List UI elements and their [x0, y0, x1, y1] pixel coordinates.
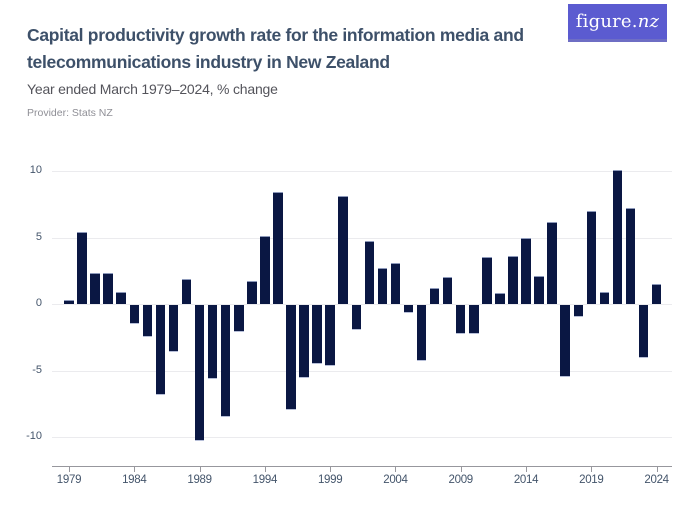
- bar-1979[interactable]: [64, 300, 74, 304]
- bar-2000[interactable]: [338, 196, 348, 304]
- bar-2012[interactable]: [495, 293, 505, 304]
- bar-1999[interactable]: [325, 305, 335, 367]
- y-axis-label-0: 0: [35, 297, 42, 309]
- x-axis-tick-2009: [460, 467, 462, 472]
- bar-1990[interactable]: [207, 305, 218, 380]
- x-axis-tick-1984: [134, 467, 136, 472]
- gridline-y--5: [52, 370, 672, 372]
- bar-2023[interactable]: [638, 305, 649, 359]
- figure-nz-logo[interactable]: figure.nz: [568, 4, 667, 42]
- bar-1995[interactable]: [273, 192, 283, 304]
- bar-1987[interactable]: [168, 305, 179, 352]
- x-axis-tick-1999: [330, 467, 332, 472]
- gridline-y-5: [52, 237, 672, 239]
- x-axis-tick-2004: [395, 467, 397, 472]
- x-axis-label-1994: 1994: [252, 474, 278, 486]
- x-axis-label-2014: 2014: [513, 474, 539, 486]
- bar-2020[interactable]: [599, 292, 610, 304]
- bar-2003[interactable]: [377, 268, 388, 304]
- x-axis-label-1979: 1979: [56, 474, 82, 486]
- gridline-y-10: [52, 171, 672, 172]
- x-axis-tick-2024: [656, 467, 658, 472]
- x-axis-label-2009: 2009: [448, 474, 474, 486]
- bar-2022[interactable]: [625, 208, 636, 304]
- bar-1982[interactable]: [103, 273, 113, 304]
- bar-1988[interactable]: [181, 278, 192, 304]
- bar-1993[interactable]: [247, 281, 257, 304]
- bar-2007[interactable]: [429, 288, 440, 304]
- bar-2019[interactable]: [586, 210, 597, 304]
- bar-2009[interactable]: [455, 305, 466, 335]
- bar-1998[interactable]: [312, 305, 322, 364]
- gridline-y-0: [52, 304, 672, 305]
- bar-2002[interactable]: [364, 241, 375, 304]
- bar-1994[interactable]: [260, 236, 270, 304]
- page-subtitle: Year ended March 1979–2024, % change: [27, 81, 278, 97]
- bar-1981[interactable]: [90, 273, 100, 304]
- x-axis-tick-1994: [264, 467, 266, 472]
- bar-1980[interactable]: [77, 232, 87, 304]
- x-axis-label-1984: 1984: [122, 474, 147, 486]
- y-axis-label-5: 5: [35, 230, 42, 243]
- bar-2021[interactable]: [612, 169, 623, 304]
- provider-label: Provider: Stats NZ: [27, 107, 113, 119]
- bar-1997[interactable]: [299, 305, 309, 379]
- bar-2015[interactable]: [534, 276, 544, 304]
- gridline-y--10: [52, 437, 672, 438]
- x-axis-tick-1979: [69, 467, 70, 472]
- x-axis-line: [52, 466, 672, 467]
- bar-1985[interactable]: [142, 305, 153, 337]
- bar-2017[interactable]: [560, 305, 570, 377]
- bar-2010[interactable]: [469, 305, 479, 335]
- bar-2013[interactable]: [508, 256, 518, 304]
- bar-2005[interactable]: [403, 305, 414, 313]
- y-axis-label--10: -10: [26, 430, 42, 442]
- bar-1991[interactable]: [220, 305, 231, 417]
- bar-2018[interactable]: [573, 305, 583, 317]
- x-axis-tick-2019: [591, 467, 593, 472]
- y-axis-label--5: -5: [32, 363, 42, 376]
- bar-2001[interactable]: [351, 305, 362, 331]
- bar-1992[interactable]: [234, 305, 244, 332]
- page-title: Capital productivity growth rate for the…: [27, 25, 524, 72]
- y-axis-label-10: 10: [29, 164, 42, 176]
- x-axis-tick-2014: [526, 467, 528, 472]
- x-axis-label-2019: 2019: [579, 474, 604, 486]
- bar-1989[interactable]: [194, 305, 205, 441]
- bar-1986[interactable]: [155, 305, 166, 396]
- bar-2011[interactable]: [482, 257, 492, 304]
- x-axis-tick-1989: [199, 467, 201, 472]
- x-axis-label-1989: 1989: [187, 474, 212, 486]
- bar-2004[interactable]: [390, 262, 401, 304]
- bar-2016[interactable]: [547, 221, 557, 304]
- bar-2014[interactable]: [521, 237, 531, 304]
- x-axis-label-1999: 1999: [317, 474, 343, 486]
- bar-1983[interactable]: [116, 292, 126, 304]
- figure-nz-logo-text: figure.nz: [575, 11, 660, 32]
- bar-1996[interactable]: [286, 305, 296, 411]
- bar-1984[interactable]: [129, 305, 140, 324]
- x-axis-label-2004: 2004: [383, 474, 408, 486]
- x-axis-label-2024: 2024: [644, 474, 669, 486]
- bar-2024[interactable]: [651, 284, 662, 304]
- bar-2008[interactable]: [442, 277, 453, 304]
- bar-2006[interactable]: [416, 305, 427, 361]
